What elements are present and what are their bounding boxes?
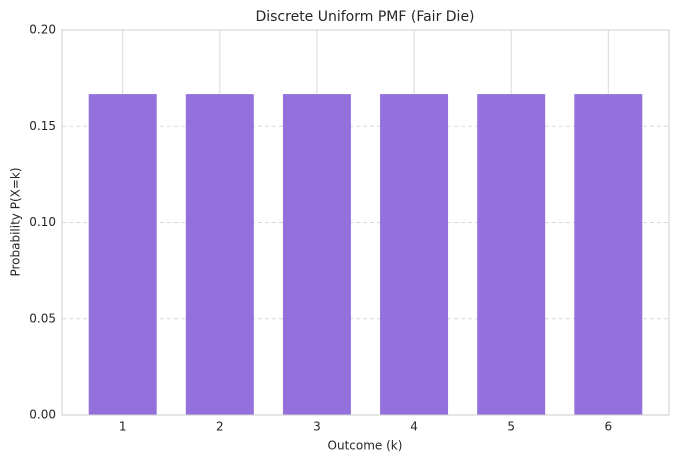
y-tick-label: 0.05 (29, 311, 56, 325)
bar (477, 94, 546, 415)
x-tick-label: 1 (119, 420, 127, 434)
y-tick-label: 0.00 (29, 408, 56, 422)
bar (185, 94, 254, 415)
x-tick-label: 2 (216, 420, 224, 434)
chart-title: Discrete Uniform PMF (Fair Die) (255, 9, 474, 25)
y-tick-label: 0.20 (29, 23, 56, 37)
axes-frame (61, 29, 670, 416)
x-tick-label: 5 (507, 420, 515, 434)
bar (574, 94, 643, 415)
y-axis-label: Probability P(X=k) (9, 167, 23, 276)
x-axis-label: Outcome (k) (328, 439, 403, 453)
x-tick-label: 3 (313, 420, 321, 434)
bar (380, 94, 449, 415)
x-tick-label: 6 (604, 420, 612, 434)
bar (88, 94, 157, 415)
y-tick-label: 0.15 (29, 119, 56, 133)
bar (282, 94, 351, 415)
y-tick-label: 0.10 (29, 215, 56, 229)
x-tick-label: 4 (410, 420, 418, 434)
